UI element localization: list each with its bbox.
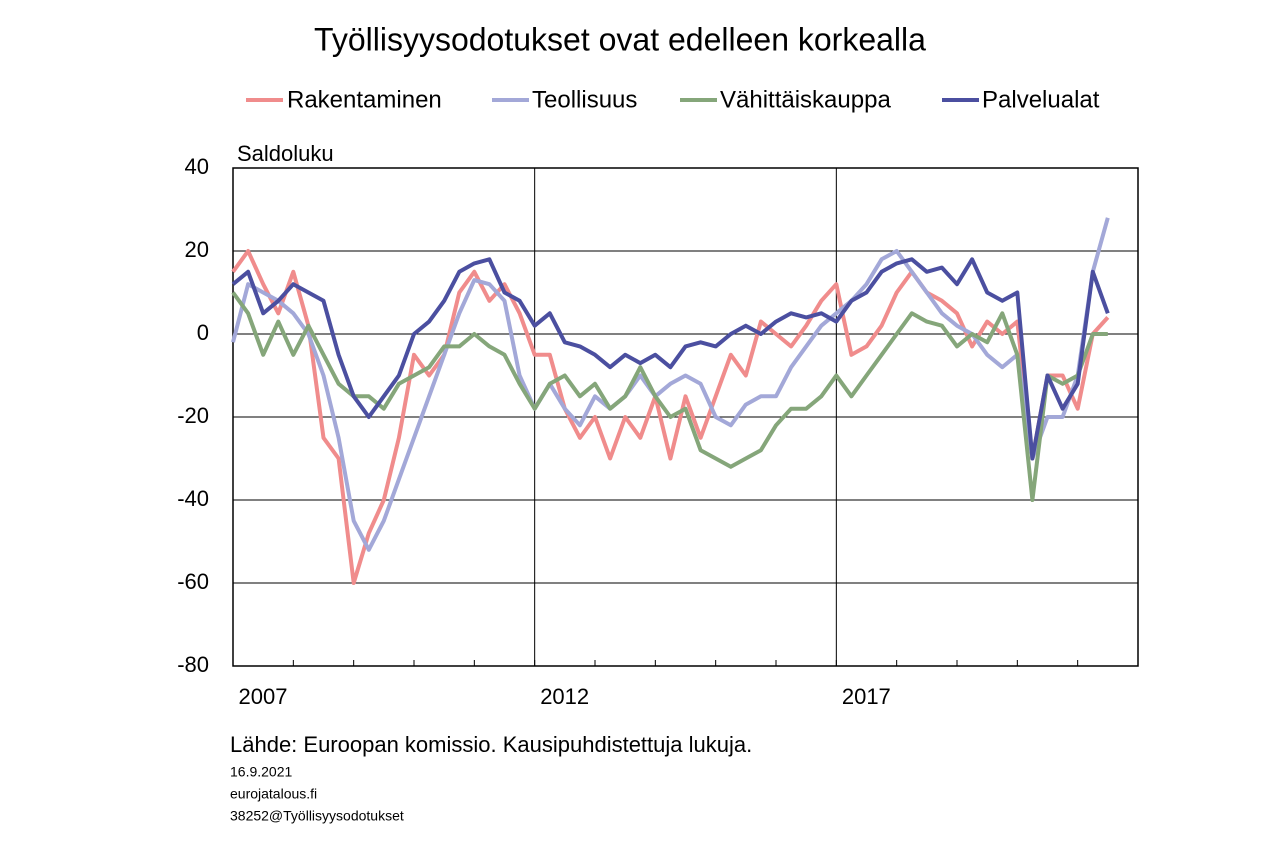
legend-label: Palvelualat: [982, 86, 1100, 113]
y-tick-label: -60: [177, 569, 209, 594]
x-tick-label: 2017: [842, 684, 891, 709]
y-tick-label: -20: [177, 403, 209, 428]
source: Lähde: Euroopan komissio. Kausipuhdistet…: [230, 732, 752, 757]
y-tick-label: -40: [177, 486, 209, 511]
legend-label: Vähittäiskauppa: [720, 86, 891, 113]
legend-label: Rakentaminen: [287, 86, 442, 113]
date: 16.9.2021: [230, 764, 292, 780]
legend-label: Teollisuus: [532, 86, 637, 113]
website: eurojatalous.fi: [230, 786, 317, 802]
y-axis-label: Saldoluku: [237, 141, 334, 166]
x-tick-label: 2012: [540, 684, 589, 709]
y-tick-label: 20: [185, 237, 209, 262]
series-line: [231, 257, 1110, 461]
y-tick-label: 40: [185, 154, 209, 179]
series-line: [231, 217, 1110, 552]
x-tick-label: 2007: [239, 684, 288, 709]
series-line: [231, 291, 1108, 502]
y-tick-label: 0: [197, 320, 209, 345]
plot-frame: [232, 167, 1139, 667]
chart-title: Työllisyysodotukset ovat edelleen korkea…: [314, 21, 926, 57]
y-tick-label: -80: [177, 652, 209, 677]
code: 38252@Työllisyysodotukset: [230, 808, 404, 824]
series-line: [231, 249, 1110, 585]
